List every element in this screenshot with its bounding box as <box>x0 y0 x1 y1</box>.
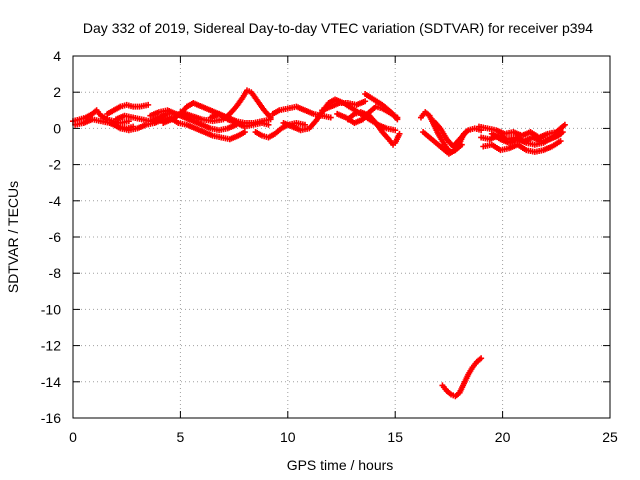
plot-border <box>72 55 611 419</box>
data-point <box>396 130 403 137</box>
tick-labels: 0 5 10 15 20 25 -16 -14 -12 -10 -8 -6 -4 -2 0 2 4 <box>41 48 618 445</box>
series-track-s <box>420 129 465 157</box>
data-point <box>458 141 465 148</box>
series-track-p <box>344 109 403 148</box>
y-tick-label: -4 <box>49 193 62 209</box>
data-point <box>561 121 568 128</box>
data-point <box>241 129 248 136</box>
x-tick-label: 25 <box>602 429 618 445</box>
data-points <box>70 87 568 400</box>
series-track-q <box>362 91 401 123</box>
x-tick-label: 20 <box>495 429 511 445</box>
x-axis-label: GPS time / hours <box>287 457 394 473</box>
data-point <box>478 355 485 362</box>
data-point <box>463 129 470 136</box>
grid <box>73 56 610 418</box>
y-tick-label: -10 <box>41 301 61 317</box>
y-axis-label: SDTVAR / TECUs <box>5 181 21 293</box>
data-point <box>265 121 272 128</box>
series-track-j <box>207 110 272 130</box>
y-tick-label: 4 <box>53 48 61 64</box>
y-tick-label: -12 <box>41 338 61 354</box>
series-track-late <box>439 355 485 400</box>
y-tick-label: -16 <box>41 410 61 426</box>
data-point <box>145 101 152 108</box>
y-tick-label: -8 <box>49 265 62 281</box>
data-point <box>362 98 369 105</box>
y-tick-label: -2 <box>49 157 62 173</box>
series-track-n <box>319 98 369 114</box>
series-track-d <box>112 110 171 125</box>
y-tick-label: 2 <box>53 84 61 100</box>
series-track-w <box>475 121 568 141</box>
series-track-l <box>269 103 334 121</box>
data-point <box>557 138 564 145</box>
x-tick-label: 0 <box>69 429 77 445</box>
series-track-x <box>488 130 564 148</box>
data-point <box>327 114 334 121</box>
data-point <box>392 127 399 134</box>
data-point <box>267 114 274 121</box>
series-track-v <box>480 138 564 155</box>
chart-title: Day 332 of 2019, Sidereal Day-to-day VTE… <box>83 20 593 36</box>
series-track-h <box>166 114 248 143</box>
x-tick-label: 10 <box>280 429 296 445</box>
y-tick-label: -14 <box>41 374 61 390</box>
data-point <box>557 130 564 137</box>
series-track-c <box>104 101 152 117</box>
y-tick-label: 0 <box>53 120 61 136</box>
y-tick-label: -6 <box>49 229 62 245</box>
series-track-t <box>430 118 470 150</box>
data-point <box>394 116 401 123</box>
x-tick-label: 5 <box>177 429 185 445</box>
x-tick-label: 15 <box>387 429 403 445</box>
